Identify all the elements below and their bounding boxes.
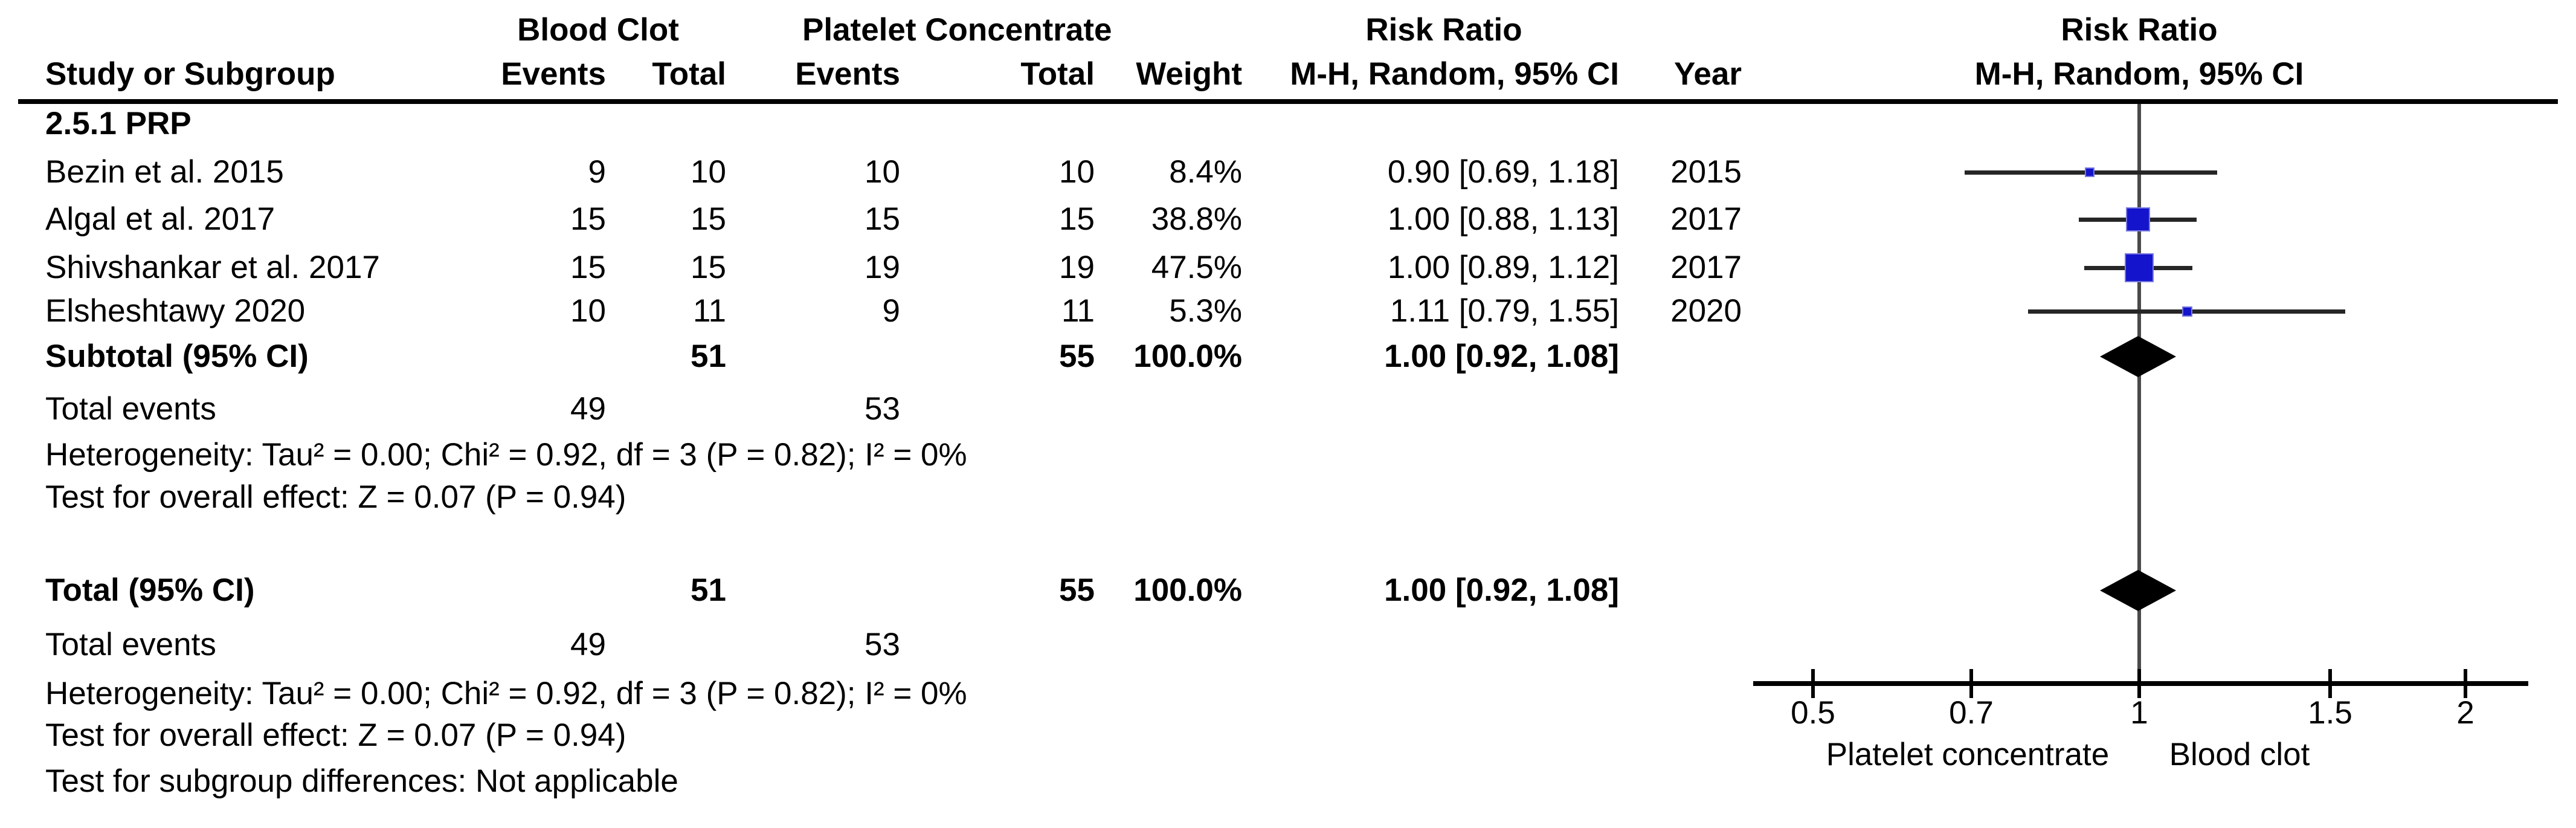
col-header-events1: Events bbox=[501, 56, 606, 92]
subtotal-diamond bbox=[2100, 336, 2176, 377]
study-weight: 8.4% bbox=[1169, 154, 1242, 190]
col-header-total2: Total bbox=[1020, 56, 1095, 92]
study-year: 2017 bbox=[1670, 250, 1742, 285]
study-total1: 15 bbox=[691, 250, 726, 285]
col-header-events2: Events bbox=[795, 56, 900, 92]
study-events2: 15 bbox=[865, 201, 900, 237]
total-label: Total (95% CI) bbox=[45, 572, 255, 608]
subtotal-events-label: Total events bbox=[45, 391, 216, 427]
x-tick-label: 1.5 bbox=[2308, 695, 2352, 731]
study-total2: 19 bbox=[1059, 250, 1095, 285]
x-tick-label: 2 bbox=[2456, 695, 2475, 731]
study-events2: 19 bbox=[865, 250, 900, 285]
footer-heterogeneity: Heterogeneity: Tau² = 0.00; Chi² = 0.92,… bbox=[45, 676, 967, 711]
study-events1: 9 bbox=[588, 154, 606, 190]
subtotal-events2: 53 bbox=[865, 391, 900, 427]
group1-header: Blood Clot bbox=[517, 12, 679, 48]
x-tick bbox=[1811, 669, 1815, 698]
study-ci: 1.11 [0.79, 1.55] bbox=[1389, 293, 1619, 329]
subtotal-label: Subtotal (95% CI) bbox=[45, 338, 309, 374]
point-marker-algal bbox=[2126, 207, 2150, 231]
study-total2: 15 bbox=[1059, 201, 1095, 237]
study-total1: 15 bbox=[691, 201, 726, 237]
total-ci: 1.00 [0.92, 1.08] bbox=[1384, 572, 1619, 608]
header-rule bbox=[18, 99, 2558, 104]
x-tick bbox=[2464, 669, 2467, 698]
col-header-year: Year bbox=[1673, 56, 1742, 92]
study-year: 2020 bbox=[1670, 293, 1742, 329]
favours-left-label: Platelet concentrate bbox=[1826, 737, 2110, 772]
effect-header-text-col: Risk Ratio bbox=[1365, 12, 1522, 48]
subtotal-events1: 49 bbox=[570, 391, 606, 427]
point-marker-elsheshtawy bbox=[2182, 306, 2192, 317]
subtotal-weight: 100.0% bbox=[1133, 338, 1242, 374]
subtotal-ci: 1.00 [0.92, 1.08] bbox=[1384, 338, 1619, 374]
col-header-ci-plot: M-H, Random, 95% CI bbox=[1974, 56, 2304, 92]
point-marker-bezin bbox=[2085, 167, 2095, 177]
study-name: Shivshankar et al. 2017 bbox=[45, 250, 380, 285]
subgroup-overall-effect: Test for overall effect: Z = 0.07 (P = 0… bbox=[45, 479, 626, 515]
study-total2: 10 bbox=[1059, 154, 1095, 190]
x-tick-label: 0.5 bbox=[1791, 695, 1835, 731]
study-events1: 15 bbox=[570, 250, 606, 285]
group2-header: Platelet Concentrate bbox=[802, 12, 1112, 48]
x-tick-label: 1 bbox=[2130, 695, 2148, 731]
study-events1: 15 bbox=[570, 201, 606, 237]
subgroup-heterogeneity: Heterogeneity: Tau² = 0.00; Chi² = 0.92,… bbox=[45, 437, 967, 473]
effect-header-plot-col: Risk Ratio bbox=[2061, 12, 2218, 48]
study-total1: 10 bbox=[691, 154, 726, 190]
study-name: Bezin et al. 2015 bbox=[45, 154, 284, 190]
total-diamond bbox=[2100, 570, 2176, 611]
point-marker-shivshankar bbox=[2125, 253, 2154, 282]
study-weight: 47.5% bbox=[1151, 250, 1242, 285]
study-name: Algal et al. 2017 bbox=[45, 201, 275, 237]
study-events1: 10 bbox=[570, 293, 606, 329]
total-events-label: Total events bbox=[45, 627, 216, 662]
total-total2: 55 bbox=[1059, 572, 1095, 608]
null-effect-line bbox=[2137, 104, 2141, 681]
x-tick bbox=[2328, 669, 2332, 698]
study-total2: 11 bbox=[1061, 293, 1095, 329]
col-header-total1: Total bbox=[652, 56, 726, 92]
col-header-study: Study or Subgroup bbox=[45, 56, 335, 92]
footer-subgroup-diff: Test for subgroup differences: Not appli… bbox=[45, 763, 678, 799]
col-header-weight: Weight bbox=[1136, 56, 1242, 92]
study-name: Elsheshtawy 2020 bbox=[45, 293, 306, 329]
x-tick bbox=[2137, 669, 2141, 698]
x-tick bbox=[1969, 669, 1973, 698]
total-events2: 53 bbox=[865, 627, 900, 662]
col-header-ci: M-H, Random, 95% CI bbox=[1290, 56, 1619, 92]
study-events2: 10 bbox=[865, 154, 900, 190]
total-weight: 100.0% bbox=[1133, 572, 1242, 608]
study-year: 2015 bbox=[1670, 154, 1742, 190]
total-events1: 49 bbox=[570, 627, 606, 662]
study-weight: 38.8% bbox=[1151, 201, 1242, 237]
subtotal-total2: 55 bbox=[1059, 338, 1095, 374]
study-weight: 5.3% bbox=[1169, 293, 1242, 329]
subtotal-total1: 51 bbox=[691, 338, 726, 374]
study-year: 2017 bbox=[1670, 201, 1742, 237]
study-ci: 1.00 [0.88, 1.13] bbox=[1387, 201, 1619, 237]
study-total1: 11 bbox=[692, 293, 726, 329]
total-total1: 51 bbox=[691, 572, 726, 608]
x-tick-label: 0.7 bbox=[1949, 695, 1994, 731]
footer-overall-effect: Test for overall effect: Z = 0.07 (P = 0… bbox=[45, 717, 626, 753]
study-ci: 1.00 [0.89, 1.12] bbox=[1387, 250, 1619, 285]
subgroup-label: 2.5.1 PRP bbox=[45, 106, 192, 141]
study-events2: 9 bbox=[882, 293, 900, 329]
study-ci: 0.90 [0.69, 1.18] bbox=[1387, 154, 1619, 190]
favours-right-label: Blood clot bbox=[2169, 737, 2310, 772]
